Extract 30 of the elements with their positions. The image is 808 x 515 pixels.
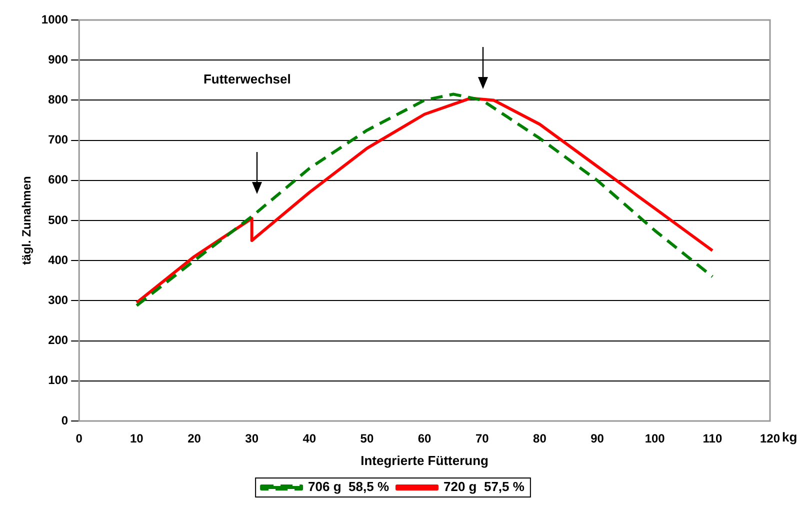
x-tick-label: 30 <box>245 432 259 446</box>
y-tick-label: 600 <box>48 172 68 187</box>
x-tick-label: 60 <box>418 432 432 446</box>
x-tick-label: 40 <box>302 432 316 446</box>
x-tick-label: 20 <box>188 432 202 446</box>
x-tick-label: 100 <box>644 432 666 446</box>
x-tick-label: 50 <box>360 432 374 446</box>
x-tick-label: 0 <box>76 432 83 446</box>
y-tick-label: 0 <box>61 413 68 428</box>
y-tick-label: 200 <box>48 333 68 348</box>
y-axis-title: tägl. Zunahmen <box>20 176 34 265</box>
annotation: Futterwechsel <box>203 72 291 87</box>
y-tick-label: 1000 <box>41 12 68 26</box>
x-tick-label: 80 <box>533 432 547 446</box>
x-tick-label: 120 <box>760 432 780 446</box>
legend-label: 720 g 57,5 % <box>444 479 525 494</box>
y-tick-label: 100 <box>48 373 68 388</box>
y-tick-label: 400 <box>48 252 68 267</box>
y-tick-label: 800 <box>48 92 68 107</box>
y-tick-label: 700 <box>48 132 68 147</box>
y-tick-label: 900 <box>48 52 68 66</box>
text: kg <box>782 430 798 445</box>
x-axis-title: Integrierte Fütterung <box>360 452 489 468</box>
x-tick-label: 70 <box>475 432 490 446</box>
y-tick-label: 500 <box>48 212 68 227</box>
y-tick-label: 300 <box>48 293 68 308</box>
legend-label: 706 g 58,5 % <box>308 479 390 494</box>
x-tick-label: 90 <box>590 432 604 446</box>
x-tick-label: 10 <box>130 432 144 446</box>
x-tick-label: 110 <box>702 432 722 446</box>
